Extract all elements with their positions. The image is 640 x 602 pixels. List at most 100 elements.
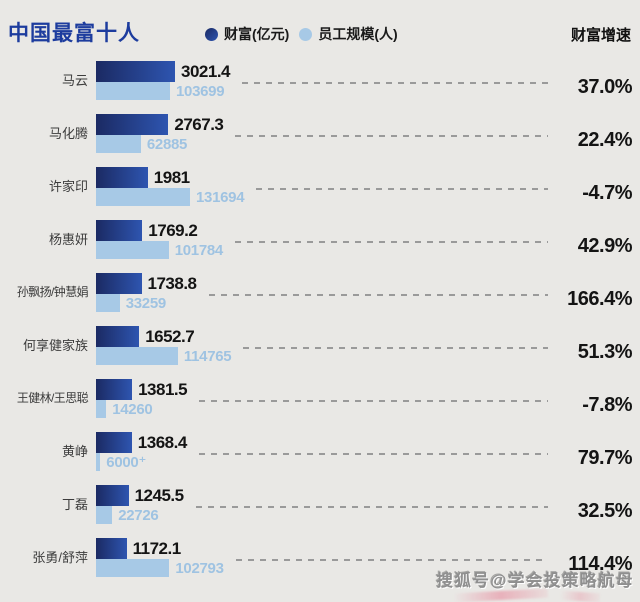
employees-value: 14260	[112, 400, 153, 418]
employees-bar	[96, 188, 190, 206]
wealth-value: 1381.5	[138, 379, 188, 399]
employees-bar-line: 62885	[96, 135, 223, 153]
person-name: 许家印	[48, 178, 88, 194]
bar-group: 1368.4 6000⁺	[96, 432, 187, 471]
chart-header: 中国最富十人 财富(亿元) 员工规模(人) 财富增速	[0, 0, 640, 58]
person-name: 杨惠妍	[48, 231, 88, 247]
wealth-bar-line: 1381.5	[96, 379, 188, 400]
wealth-bar-line: 3021.4	[96, 61, 231, 82]
wealth-value: 1738.8	[147, 273, 198, 293]
person-name: 马云	[61, 72, 88, 88]
bar-group: 1981 131694	[96, 167, 245, 206]
employees-bar-line: 22726	[96, 506, 184, 524]
person-name: 张勇/舒萍	[32, 549, 88, 565]
wealth-value: 1769.2	[148, 220, 198, 240]
table-row: 何享健家族 1652.7 114765 51.3%	[0, 323, 640, 376]
dashed-connector	[235, 135, 548, 137]
growth-value: 22.4%	[577, 129, 633, 151]
wealth-bar	[96, 167, 148, 188]
legend: 财富(亿元) 员工规模(人)	[205, 24, 398, 44]
growth-column-header: 财富增速	[570, 27, 631, 44]
table-row: 孙飘扬/钟慧娟 1738.8 33259 166.4%	[0, 270, 640, 323]
table-row: 丁磊 1245.5 22726 32.5%	[0, 482, 640, 535]
wealth-bar-line: 1368.4	[96, 432, 187, 453]
employees-bar-line: 102793	[96, 559, 224, 577]
bar-group: 1652.7 114765	[96, 326, 232, 365]
wealth-bar-line: 1652.7	[96, 326, 231, 347]
wealth-bar	[96, 114, 169, 135]
bar-group: 1381.5 14260	[96, 379, 188, 418]
employees-bar	[96, 135, 141, 153]
wealth-value: 1981	[153, 167, 190, 187]
employees-bar-line: 114765	[96, 347, 232, 365]
employees-bar	[96, 453, 101, 471]
wealth-bar	[96, 485, 129, 506]
employees-value: 102793	[175, 559, 224, 577]
wealth-value: 2767.3	[174, 114, 224, 134]
employees-bar-line: 6000⁺	[96, 453, 187, 471]
bar-group: 1172.1 102793	[96, 538, 224, 577]
bar-group: 1245.5 22726	[96, 485, 184, 524]
growth-value: -7.8%	[582, 394, 632, 416]
table-row: 许家印 1981 131694 -4.7%	[0, 164, 640, 217]
wealth-bar	[96, 432, 132, 453]
wealth-legend-label: 财富(亿元)	[224, 26, 290, 42]
person-name: 王健林/王思聪	[16, 391, 89, 406]
dashed-connector	[195, 506, 548, 508]
dashed-connector	[243, 347, 548, 349]
page-title: 中国最富十人	[8, 22, 140, 45]
growth-value: 114.4%	[568, 553, 632, 575]
watermark: 搜狐号@学会投策略航母	[436, 572, 634, 590]
employees-bar	[96, 559, 170, 577]
person-name: 丁磊	[61, 496, 88, 512]
wealth-bar	[96, 538, 127, 559]
employees-bar-line: 14260	[96, 400, 187, 418]
growth-value: 166.4%	[567, 288, 632, 310]
employees-bar	[96, 294, 120, 312]
growth-value: 51.3%	[577, 341, 633, 363]
dashed-connector	[242, 82, 548, 84]
wealth-value: 3021.4	[181, 61, 231, 81]
wealth-bar-line: 1738.8	[96, 273, 197, 294]
growth-value: 32.5%	[577, 500, 633, 522]
growth-value: 42.9%	[577, 235, 633, 257]
wealth-value: 1368.4	[137, 432, 188, 452]
employees-value: 131694	[196, 188, 245, 206]
bar-group: 1769.2 101784	[96, 220, 223, 259]
table-row: 王健林/王思聪 1381.5 14260 -7.8%	[0, 376, 640, 429]
employees-bar-line: 101784	[96, 241, 223, 259]
wealth-bar	[96, 273, 142, 294]
employees-bar	[96, 506, 113, 524]
employees-bar	[96, 347, 178, 365]
employees-value: 114765	[183, 347, 232, 365]
wealth-bar-line: 1245.5	[96, 485, 184, 506]
employees-bar-line: 103699	[96, 82, 230, 100]
wealth-legend-dot-icon	[205, 27, 218, 41]
dashed-connector	[234, 241, 548, 243]
dashed-connector	[256, 188, 548, 190]
employees-value: 22726	[118, 506, 159, 524]
table-row: 黄峥 1368.4 6000⁺ 79.7%	[0, 429, 640, 482]
employees-value: 103699	[176, 82, 225, 100]
employees-bar-line: 131694	[96, 188, 245, 206]
wealth-value: 1652.7	[145, 326, 195, 346]
table-row: 马云 3021.4 103699 37.0%	[0, 58, 640, 111]
wealth-bar	[96, 220, 143, 241]
pink-mark-decoration	[559, 590, 601, 602]
growth-value: -4.7%	[582, 182, 632, 204]
dashed-connector	[198, 453, 548, 455]
person-name: 孙飘扬/钟慧娟	[16, 285, 89, 300]
wealth-bar	[96, 61, 175, 82]
wealth-bar-line: 1769.2	[96, 220, 223, 241]
wealth-bar-line: 1172.1	[96, 538, 224, 559]
bar-rows-container: 马云 3021.4 103699 37.0% 马化腾 2767.3 62885	[0, 58, 640, 588]
bar-group: 2767.3 62885	[96, 114, 224, 153]
person-name: 马化腾	[48, 125, 88, 141]
growth-value: 37.0%	[577, 76, 633, 98]
wealth-bar	[96, 326, 140, 347]
dashed-connector	[208, 294, 548, 296]
wealth-bar-line: 2767.3	[96, 114, 224, 135]
table-row: 杨惠妍 1769.2 101784 42.9%	[0, 217, 640, 270]
employees-legend-label: 员工规模(人)	[318, 26, 398, 42]
